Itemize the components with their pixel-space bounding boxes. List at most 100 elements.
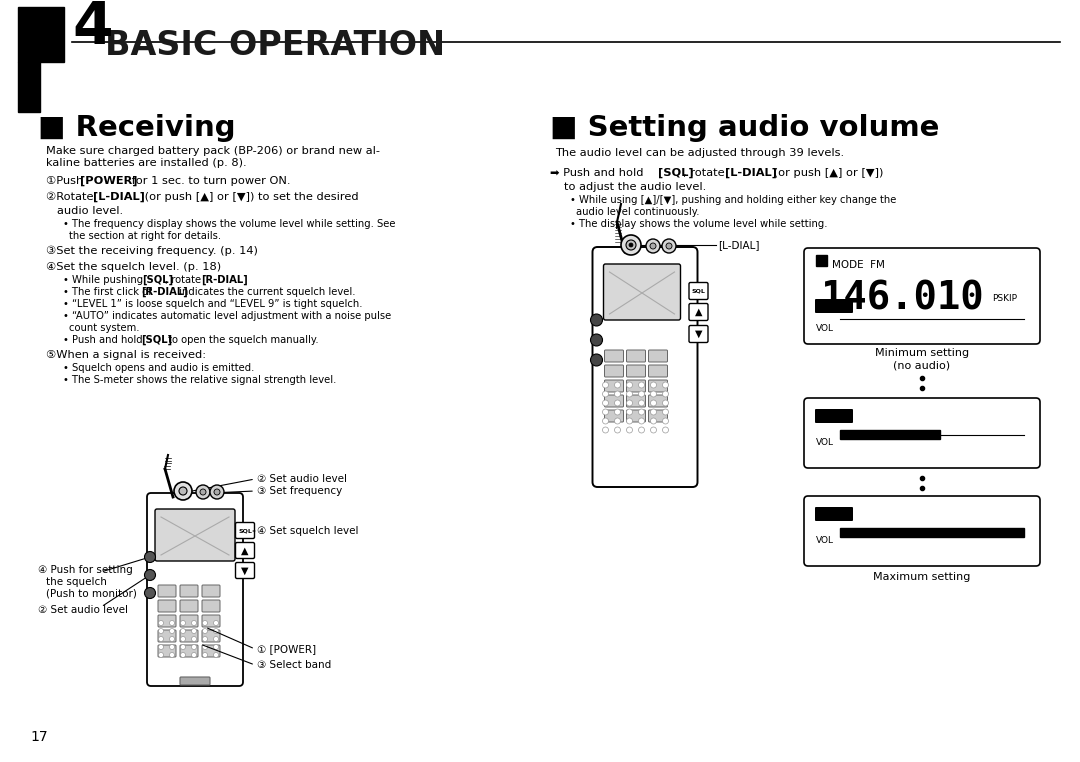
Circle shape <box>603 382 608 388</box>
Circle shape <box>170 652 175 658</box>
Text: SQL: SQL <box>691 289 705 293</box>
FancyBboxPatch shape <box>626 380 646 392</box>
Circle shape <box>145 552 156 562</box>
Circle shape <box>638 418 645 424</box>
Text: indicates the current squelch level.: indicates the current squelch level. <box>176 287 355 297</box>
Circle shape <box>214 652 218 658</box>
Circle shape <box>180 652 186 658</box>
Circle shape <box>621 235 642 255</box>
Circle shape <box>191 620 197 626</box>
Circle shape <box>626 240 636 250</box>
Text: ▲: ▲ <box>694 307 702 317</box>
Text: ② Set audio level: ② Set audio level <box>38 605 129 615</box>
Circle shape <box>626 418 633 424</box>
Circle shape <box>214 620 218 626</box>
Text: audio level continuously.: audio level continuously. <box>576 207 700 217</box>
Text: [SQL]: [SQL] <box>141 275 173 285</box>
Bar <box>816 255 827 266</box>
Text: count system.: count system. <box>69 323 139 333</box>
Text: • While pushing: • While pushing <box>63 275 146 285</box>
Circle shape <box>203 652 207 658</box>
Text: ▼: ▼ <box>694 329 702 339</box>
Text: ➡ Push and hold: ➡ Push and hold <box>550 168 647 178</box>
FancyBboxPatch shape <box>689 325 708 342</box>
Circle shape <box>180 629 186 633</box>
Circle shape <box>191 629 197 633</box>
Circle shape <box>180 620 186 626</box>
Text: to adjust the audio level.: to adjust the audio level. <box>564 182 706 192</box>
Text: the section at right for details.: the section at right for details. <box>69 231 221 241</box>
Circle shape <box>159 629 163 633</box>
Circle shape <box>626 427 633 433</box>
Circle shape <box>650 427 657 433</box>
Bar <box>18 62 40 112</box>
Circle shape <box>650 391 657 397</box>
Circle shape <box>615 418 621 424</box>
Text: [SQL]: [SQL] <box>141 335 172 345</box>
FancyBboxPatch shape <box>158 600 176 612</box>
Circle shape <box>200 489 206 495</box>
FancyBboxPatch shape <box>648 365 667 377</box>
Circle shape <box>638 400 645 406</box>
Circle shape <box>646 239 660 253</box>
Text: 4: 4 <box>72 0 112 56</box>
Circle shape <box>615 427 621 433</box>
Circle shape <box>626 400 633 406</box>
Circle shape <box>603 409 608 415</box>
Text: • Push and hold: • Push and hold <box>63 335 146 345</box>
Circle shape <box>662 382 669 388</box>
Text: 17: 17 <box>30 730 48 744</box>
Circle shape <box>603 400 608 406</box>
Text: for 1 sec. to turn power ON.: for 1 sec. to turn power ON. <box>129 176 291 186</box>
FancyBboxPatch shape <box>804 248 1040 344</box>
Circle shape <box>626 391 633 397</box>
FancyBboxPatch shape <box>147 493 243 686</box>
Text: (no audio): (no audio) <box>893 360 950 370</box>
FancyBboxPatch shape <box>180 677 210 685</box>
FancyBboxPatch shape <box>158 645 176 657</box>
Text: audio level.: audio level. <box>57 206 123 216</box>
Circle shape <box>662 409 669 415</box>
FancyBboxPatch shape <box>804 398 1040 468</box>
Text: ③ Set frequency: ③ Set frequency <box>257 486 342 496</box>
FancyBboxPatch shape <box>648 350 667 362</box>
Text: ↕VOL: ↕VOL <box>821 411 847 421</box>
FancyBboxPatch shape <box>180 645 198 657</box>
Text: ▲: ▲ <box>241 546 248 556</box>
Text: 146.010: 146.010 <box>820 280 984 318</box>
Circle shape <box>662 418 669 424</box>
FancyBboxPatch shape <box>689 283 708 299</box>
FancyBboxPatch shape <box>158 630 176 642</box>
Circle shape <box>626 409 633 415</box>
FancyBboxPatch shape <box>605 350 623 362</box>
Text: (or push [▲] or [▼]) to set the desired: (or push [▲] or [▼]) to set the desired <box>141 192 359 202</box>
Text: ↕VOL: ↕VOL <box>821 302 847 310</box>
FancyBboxPatch shape <box>202 645 220 657</box>
Text: BASIC OPERATION: BASIC OPERATION <box>105 29 445 62</box>
Text: ③ Select band: ③ Select band <box>257 660 332 670</box>
Text: VOL: VOL <box>816 324 834 333</box>
FancyBboxPatch shape <box>202 615 220 627</box>
Text: • “AUTO” indicates automatic level adjustment with a noise pulse: • “AUTO” indicates automatic level adjus… <box>63 311 391 321</box>
Text: [R-DIAL]: [R-DIAL] <box>201 275 247 285</box>
Circle shape <box>615 382 621 388</box>
FancyBboxPatch shape <box>235 523 255 539</box>
Circle shape <box>662 391 669 397</box>
Circle shape <box>615 409 621 415</box>
Text: • While using [▲]/[▼], pushing and holding either key change the: • While using [▲]/[▼], pushing and holdi… <box>570 195 896 205</box>
Circle shape <box>159 620 163 626</box>
Circle shape <box>650 409 657 415</box>
Circle shape <box>214 489 220 495</box>
Circle shape <box>145 569 156 581</box>
Bar <box>840 430 940 439</box>
Circle shape <box>159 652 163 658</box>
Text: , rotate: , rotate <box>683 168 728 178</box>
Text: (Push to monitor): (Push to monitor) <box>46 589 137 599</box>
FancyBboxPatch shape <box>180 630 198 642</box>
Text: Minimum setting: Minimum setting <box>875 348 969 358</box>
Circle shape <box>214 636 218 642</box>
Text: [R-DIAL]: [R-DIAL] <box>141 287 188 297</box>
FancyBboxPatch shape <box>235 562 255 578</box>
Circle shape <box>180 636 186 642</box>
Circle shape <box>591 354 603 366</box>
